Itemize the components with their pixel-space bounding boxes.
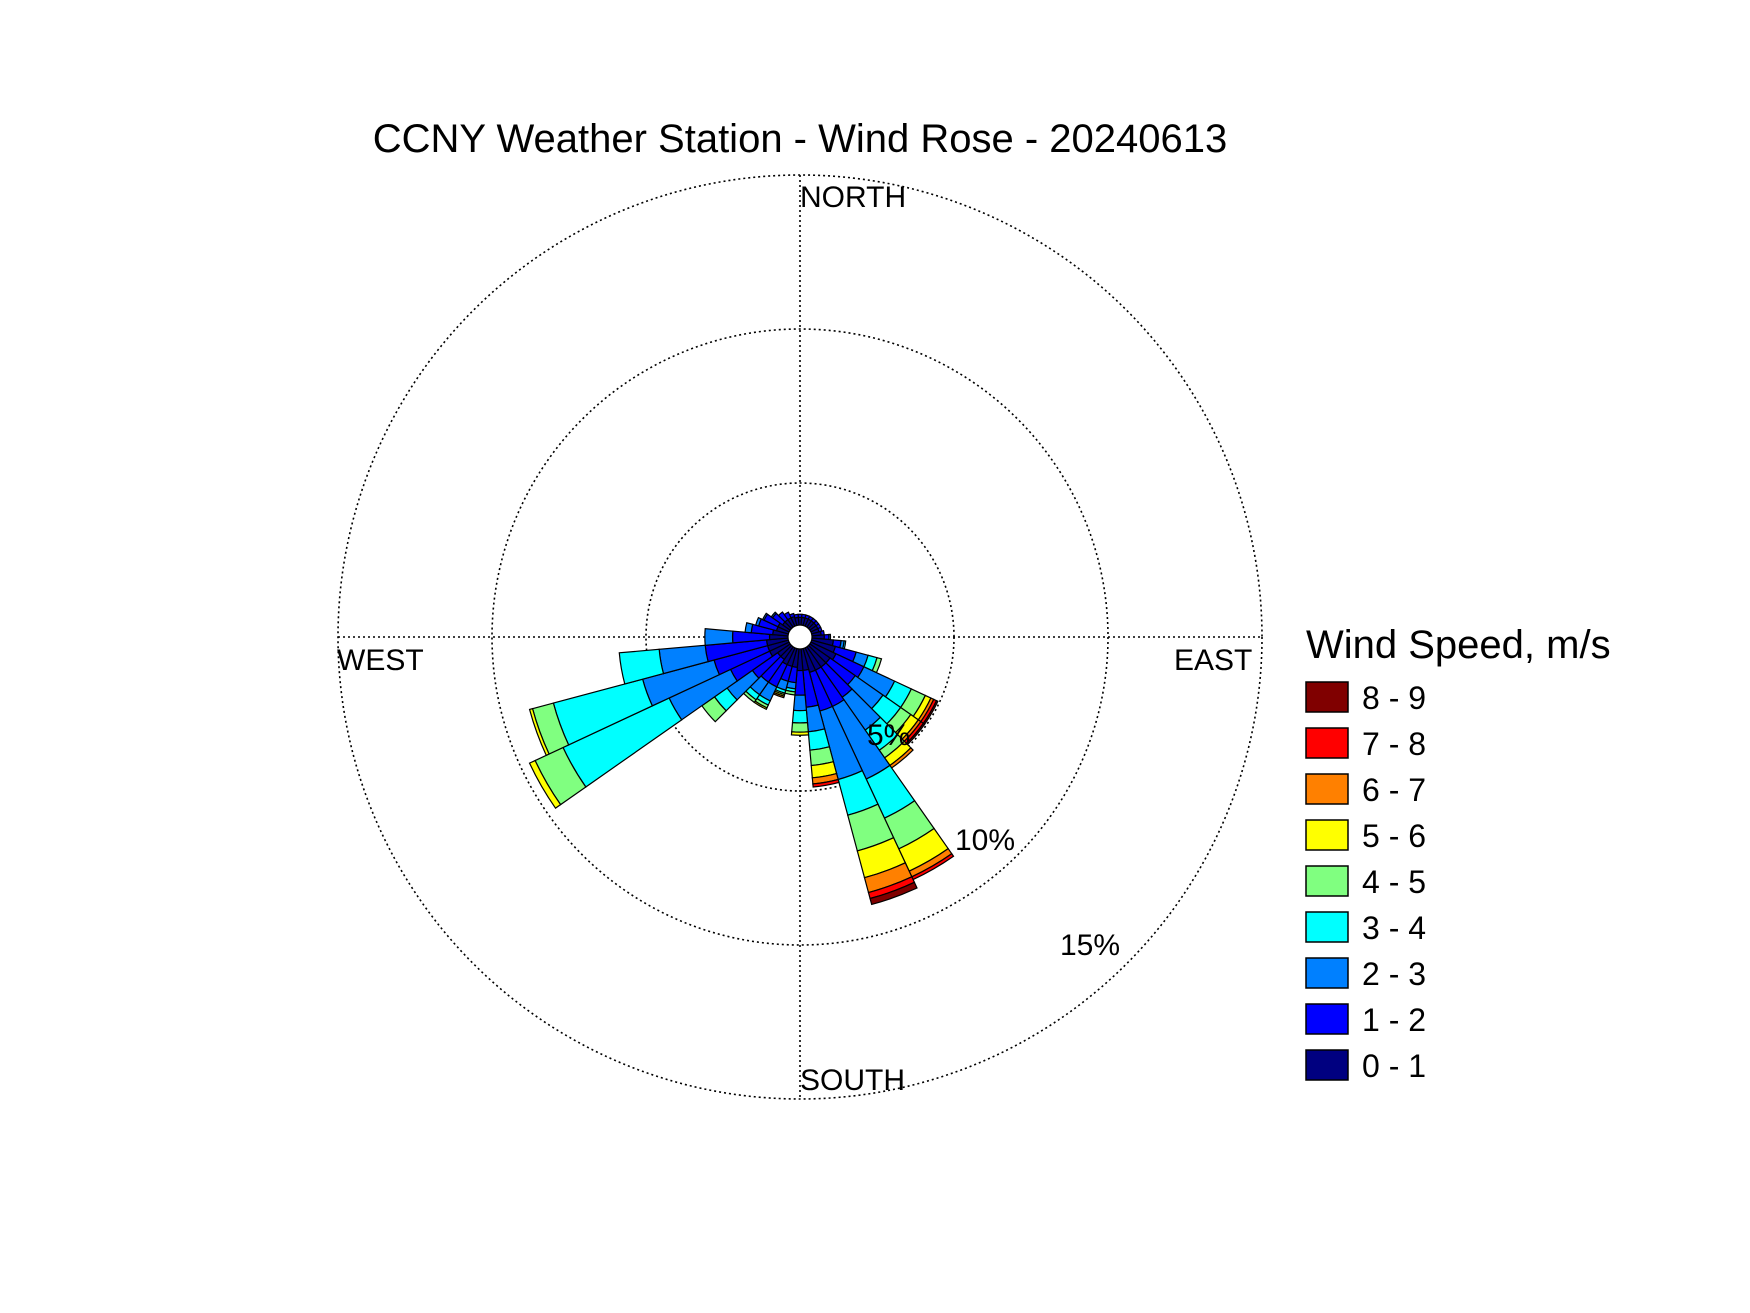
legend-label: 7 - 8 bbox=[1362, 726, 1426, 762]
rose-segment-320deg-bin-1 bbox=[777, 611, 789, 623]
rose-segment-180deg-bin-5 bbox=[790, 731, 810, 736]
rose-segment-290deg-bin-2 bbox=[754, 616, 763, 627]
legend-label: 2 - 3 bbox=[1362, 956, 1426, 992]
legend-label: 0 - 1 bbox=[1362, 1048, 1426, 1084]
rose-segment-170deg-bin-7 bbox=[812, 778, 840, 788]
wind-rose-wedges bbox=[528, 611, 955, 906]
rose-segment-330deg-bin-1 bbox=[783, 611, 792, 621]
legend-swatch-3-4 bbox=[1305, 911, 1349, 943]
rose-segment-270deg-bin-2 bbox=[704, 628, 734, 646]
rose-segment-300deg-bin-2 bbox=[761, 612, 769, 622]
direction-label-south: SOUTH bbox=[800, 1064, 905, 1097]
ring-label-5pct: 5% bbox=[867, 719, 910, 752]
rose-segment-180deg-bin-2 bbox=[792, 694, 808, 712]
ring-label-10pct: 10% bbox=[955, 824, 1015, 857]
legend-label: 4 - 5 bbox=[1362, 864, 1426, 900]
legend-swatch-0-1 bbox=[1305, 1049, 1349, 1081]
legend-label: 3 - 4 bbox=[1362, 910, 1426, 946]
center-calm-circle bbox=[787, 624, 813, 650]
legend-swatch-8-9 bbox=[1305, 681, 1349, 713]
legend-label: 5 - 6 bbox=[1362, 818, 1426, 854]
legend-swatch-2-3 bbox=[1305, 957, 1349, 989]
legend-label: 1 - 2 bbox=[1362, 1002, 1426, 1038]
legend-label: 8 - 9 bbox=[1362, 680, 1426, 716]
rose-segment-90deg-bin-2 bbox=[828, 633, 832, 641]
direction-label-east: EAST bbox=[1174, 644, 1252, 677]
chart-title: CCNY Weather Station - Wind Rose - 20240… bbox=[373, 117, 1228, 161]
legend-swatch-1-2 bbox=[1305, 1003, 1349, 1035]
direction-label-west: WEST bbox=[337, 644, 424, 677]
rose-segment-340deg-bin-1 bbox=[788, 612, 796, 619]
rose-segment-160deg-bin-8 bbox=[869, 881, 918, 906]
legend: Wind Speed, m/s 8 - 9 7 - 8 6 - 7 5 - 6 4 - … bbox=[1305, 623, 1611, 1084]
rose-segment-280deg-bin-2 bbox=[744, 621, 754, 634]
legend-swatch-6-7 bbox=[1305, 773, 1349, 805]
legend-swatch-5-6 bbox=[1305, 819, 1349, 851]
rose-segment-250deg-bin-5 bbox=[528, 707, 550, 757]
ring-label-15pct: 15% bbox=[1060, 929, 1120, 962]
direction-label-north: NORTH bbox=[800, 181, 906, 214]
legend-swatch-4-5 bbox=[1305, 865, 1349, 897]
rose-segment-310deg-bin-2 bbox=[770, 611, 778, 619]
rose-segment-260deg-bin-3 bbox=[618, 648, 665, 685]
legend-title: Wind Speed, m/s bbox=[1306, 623, 1611, 667]
rose-segment-240deg-bin-5 bbox=[528, 759, 562, 810]
legend-items: 8 - 9 7 - 8 6 - 7 5 - 6 4 - 5 3 - 4 2 - 3 1 - 2… bbox=[1305, 680, 1426, 1084]
rose-segment-180deg-bin-3 bbox=[791, 709, 809, 724]
rose-segment-180deg-bin-4 bbox=[791, 721, 809, 733]
legend-label: 6 - 7 bbox=[1362, 772, 1426, 808]
legend-swatch-7-8 bbox=[1305, 727, 1349, 759]
rose-segment-350deg-bin-1 bbox=[793, 613, 799, 619]
